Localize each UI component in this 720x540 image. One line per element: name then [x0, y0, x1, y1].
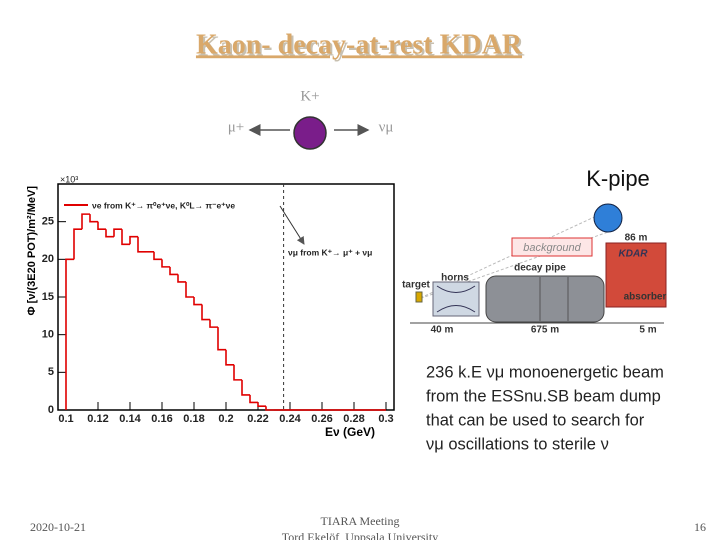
histogram-bin	[241, 379, 250, 396]
x-tick-label: 0.18	[183, 413, 204, 425]
x-axis-label: Eν (GeV)	[325, 425, 375, 439]
y-scale: ×10³	[60, 174, 78, 184]
histogram-bin	[265, 406, 274, 411]
histogram-bin	[209, 319, 218, 328]
y-tick-label: 15	[42, 291, 54, 303]
histogram-bin	[257, 402, 266, 408]
x-tick-label: 0.1	[58, 413, 73, 425]
y-tick-label: 20	[42, 253, 54, 265]
histogram-bin	[105, 229, 114, 238]
y-tick-label: 5	[48, 366, 54, 378]
y-tick-label: 10	[42, 329, 54, 341]
body-line: 236 k.E νμ monoenergetic beam	[426, 363, 664, 381]
kpipe-label: 675 m	[531, 325, 559, 336]
x-tick-label: 0.12	[87, 413, 108, 425]
histogram-bin	[249, 394, 258, 404]
slide-title: Kaon- decay-at-rest KDAR	[196, 29, 523, 60]
kpipe-label: 86 m	[625, 233, 648, 244]
histogram-bin	[65, 258, 74, 410]
histogram-bin	[193, 297, 202, 306]
histogram-bin	[177, 274, 186, 283]
histogram-bin	[217, 327, 226, 351]
y-tick-label: 0	[48, 404, 54, 416]
y-tick-label: 25	[42, 216, 54, 228]
histogram-bin	[225, 349, 234, 366]
histogram-bin	[153, 251, 162, 261]
chart: 0 5 10 15 20 25 0.1 0.12 0.14 0.16 0.18 0.2 0.22 0.24…	[26, 174, 395, 439]
y-axis-label: Φ [ν/(3E20 POT)/m²/MeV]	[26, 186, 38, 316]
kpipe-label: 5 m	[639, 325, 656, 336]
histogram-bin	[89, 214, 98, 223]
kpipe-label: KDAR	[619, 249, 649, 260]
kpipe-label: absorber	[624, 292, 667, 303]
annotation: νμ from K⁺→ μ⁺ + νμ	[288, 247, 372, 257]
histogram-bin	[137, 236, 146, 253]
plot-frame	[57, 183, 395, 411]
kpipe-label: target	[402, 280, 430, 291]
body-line: νμ oscillations to sterile ν	[426, 435, 609, 453]
histogram-bin	[161, 259, 170, 268]
legend-label: νe from K⁺→ π⁰e⁺νe, K⁰L→ π⁻e⁺νe	[92, 200, 235, 210]
histogram-bin	[185, 281, 194, 298]
kpipe-diagram	[410, 203, 667, 324]
neutrino-label: νμ	[379, 119, 394, 135]
body-line: from the ESSnu.SB beam dump	[426, 387, 661, 405]
x-tick-label: 0.16	[151, 413, 172, 425]
kpipe-label: horns	[441, 273, 469, 284]
x-tick-label: 0.2	[218, 413, 233, 425]
x-tick-label: 0.14	[119, 413, 141, 425]
x-tick-label: 0.3	[378, 413, 393, 425]
parent-label: K+	[300, 88, 319, 104]
kpipe-label: decay pipe	[514, 263, 566, 274]
muon-label: μ+	[228, 119, 245, 135]
kpipe-label: background	[523, 242, 581, 254]
histogram-bin	[201, 304, 210, 321]
title-shadow: Kaon- decay-at-rest KDAR	[198, 31, 525, 62]
histogram-bin	[169, 266, 178, 276]
footer-page: 16	[694, 520, 706, 534]
annotation-arrow	[279, 205, 305, 245]
x-tick-label: 0.22	[247, 413, 268, 425]
kaon	[293, 116, 327, 150]
histogram-bin	[81, 213, 90, 230]
x-tick-label: 0.26	[311, 413, 332, 425]
x-tick-label: 0.24	[279, 413, 301, 425]
histogram-bin	[113, 228, 122, 237]
histogram-bin	[233, 364, 242, 381]
footer-meeting: TIARA Meeting	[321, 514, 400, 528]
footer-date: 2020-10-21	[30, 520, 86, 534]
x-tick-label: 0.28	[343, 413, 364, 425]
histogram-bin	[73, 228, 82, 260]
histogram-bin	[129, 235, 138, 245]
kpipe-title: K-pipe	[586, 166, 650, 191]
histogram-bin	[121, 229, 130, 246]
footer-author: Tord Ekelöf, Uppsala University	[282, 530, 438, 540]
kpipe-label: 40 m	[431, 325, 454, 336]
body-line: that can be used to search for	[426, 411, 645, 429]
histogram-bin	[97, 221, 106, 230]
